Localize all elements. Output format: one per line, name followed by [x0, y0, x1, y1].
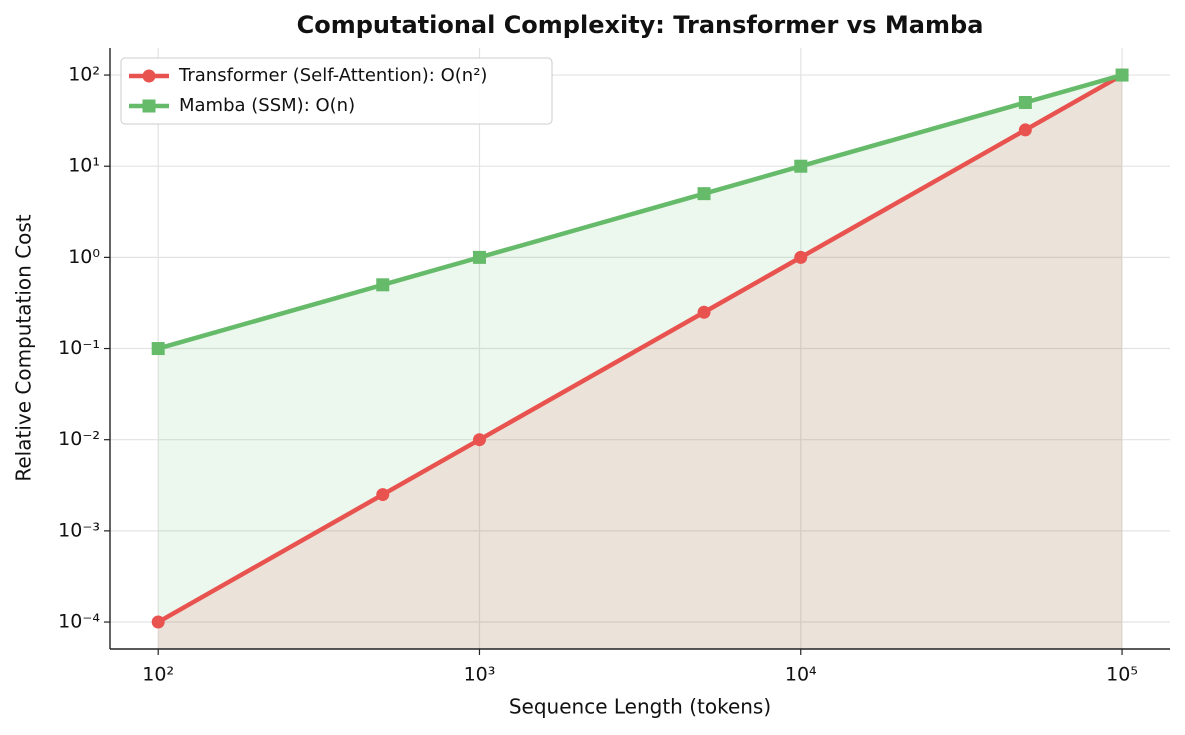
y-tick-label: 10⁰: [68, 246, 100, 268]
marker: [1018, 95, 1032, 109]
y-tick-label: 10²: [68, 64, 100, 86]
marker: [151, 342, 165, 356]
legend-marker: [142, 69, 156, 83]
x-tick-label: 10⁵: [1106, 664, 1138, 686]
marker: [697, 187, 711, 201]
marker: [1018, 123, 1032, 137]
marker: [794, 250, 808, 264]
marker: [697, 305, 711, 319]
marker: [794, 159, 808, 173]
y-tick-label: 10⁻⁴: [58, 611, 100, 633]
x-tick-label: 10³: [464, 664, 496, 686]
y-axis-label: Relative Computation Cost: [12, 214, 36, 481]
series-area: [158, 75, 1123, 650]
legend: Transformer (Self-Attention): O(n²) Mamba…: [120, 57, 553, 125]
y-tick-label: 10⁻²: [58, 428, 100, 450]
marker: [151, 615, 165, 629]
legend-label: Transformer (Self-Attention): O(n²): [178, 65, 487, 86]
legend-label: Mamba (SSM): O(n): [179, 95, 355, 116]
x-axis-label: Sequence Length (tokens): [509, 695, 771, 719]
legend-marker: [142, 99, 156, 113]
y-tick-label: 10⁻¹: [58, 337, 100, 359]
series-area: [158, 75, 1123, 650]
marker: [472, 250, 486, 264]
marker: [1115, 68, 1129, 82]
legend-box: [120, 57, 553, 125]
chart-title: Computational Complexity: Transformer vs…: [297, 11, 984, 39]
marker: [376, 488, 390, 502]
marker: [376, 278, 390, 292]
x-tick-label: 10⁴: [785, 664, 817, 686]
x-tick-label: 10²: [142, 664, 174, 686]
y-tick-label: 10¹: [68, 155, 100, 177]
y-tick-label: 10⁻³: [58, 519, 100, 541]
marker: [472, 433, 486, 447]
